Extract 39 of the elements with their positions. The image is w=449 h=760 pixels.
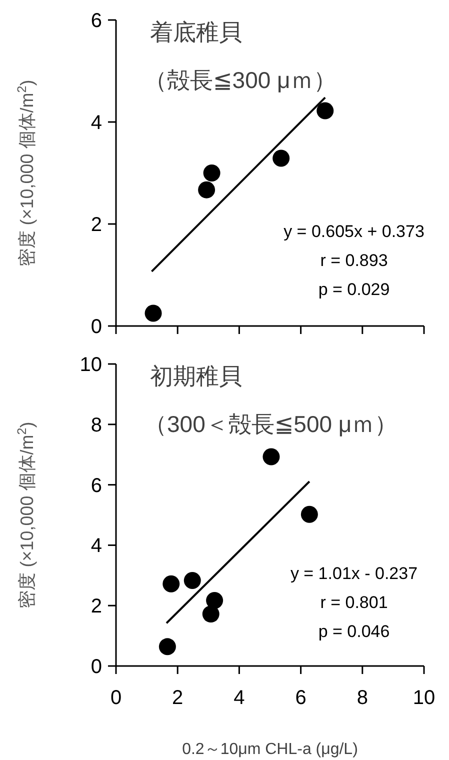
y-tick-label: 2 <box>90 596 102 618</box>
annotation: p = 0.029 <box>318 280 390 299</box>
annotation: y = 1.01x - 0.237 <box>290 564 418 583</box>
annotation: p = 0.046 <box>318 622 390 641</box>
y-tick-label: 6 <box>90 474 102 497</box>
x-tick-label: 4 <box>234 687 245 709</box>
point <box>198 181 216 198</box>
y-tick-label: 8 <box>90 414 102 436</box>
y-tick-label: 4 <box>90 535 102 558</box>
x-tick-label: 0 <box>110 687 122 709</box>
x-tick-label: 8 <box>356 687 368 709</box>
text: （殻長≦300 μｍ） <box>144 67 336 93</box>
point <box>300 506 318 523</box>
annotation: y = 0.605x + 0.373 <box>284 222 424 241</box>
point <box>144 304 162 322</box>
point <box>158 638 176 656</box>
y-tick-label: 6 <box>90 10 102 32</box>
point <box>272 150 290 167</box>
point <box>262 448 280 466</box>
chart-title: 着底稚貝 <box>150 19 242 45</box>
point <box>316 102 334 120</box>
point <box>162 575 180 592</box>
annotation: r = 0.893 <box>320 251 388 270</box>
y-tick-label: 2 <box>90 214 102 236</box>
y-tick-label: 10 <box>80 354 102 376</box>
y-tick-label: 0 <box>90 316 102 338</box>
y-tick-label: 0 <box>90 656 102 678</box>
point <box>203 164 220 182</box>
text: （300＜殻長≦500 μｍ） <box>144 411 398 437</box>
point <box>202 606 220 623</box>
x-axis-title: 0.2～10μm CHL-a (μg/L) <box>182 741 358 758</box>
chart-title: 初期稚貝 <box>150 363 242 389</box>
point <box>206 592 224 609</box>
point <box>184 572 201 590</box>
x-tick-label: 2 <box>172 687 184 709</box>
x-tick-label: 6 <box>295 687 306 709</box>
annotation: r = 0.801 <box>320 593 388 612</box>
y-tick-label: 4 <box>90 112 102 134</box>
x-tick-label: 10 <box>412 687 436 709</box>
